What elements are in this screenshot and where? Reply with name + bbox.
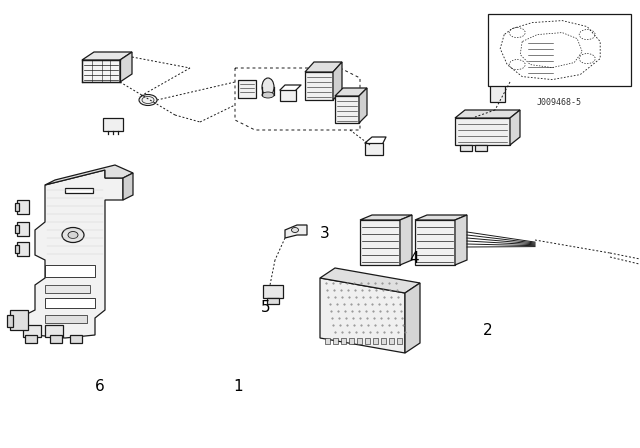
Polygon shape (490, 17, 510, 22)
Ellipse shape (62, 228, 84, 242)
Bar (10, 310, 28, 330)
Bar (17, 242, 29, 256)
Polygon shape (82, 52, 132, 60)
Polygon shape (400, 215, 412, 265)
Bar (45, 298, 95, 308)
Ellipse shape (68, 232, 78, 238)
Bar (50, 335, 62, 343)
Bar (381, 338, 386, 344)
Bar (15, 203, 19, 211)
Polygon shape (82, 60, 120, 82)
Polygon shape (455, 118, 510, 145)
Bar (45, 265, 95, 277)
Polygon shape (285, 225, 307, 238)
Text: 3: 3 (320, 226, 330, 241)
Polygon shape (525, 27, 566, 37)
Bar (25, 335, 37, 343)
Bar (65, 188, 93, 193)
Text: 6: 6 (95, 379, 104, 393)
Bar (45, 325, 63, 337)
Bar (17, 200, 29, 214)
Ellipse shape (262, 78, 274, 96)
Polygon shape (415, 215, 467, 220)
Text: 4: 4 (410, 251, 419, 266)
Polygon shape (510, 110, 520, 145)
Bar (397, 338, 402, 344)
Bar (365, 143, 383, 155)
Bar (475, 145, 487, 151)
Polygon shape (415, 220, 455, 265)
Polygon shape (359, 88, 367, 123)
Bar (341, 338, 346, 344)
Bar (17, 222, 29, 236)
Ellipse shape (291, 228, 298, 233)
Bar (333, 338, 338, 344)
Polygon shape (455, 215, 467, 265)
Polygon shape (333, 62, 342, 100)
Polygon shape (320, 268, 420, 293)
Text: 1: 1 (234, 379, 243, 393)
Bar (349, 338, 354, 344)
Polygon shape (490, 22, 505, 102)
Bar (15, 245, 19, 253)
Text: J009468-5: J009468-5 (537, 98, 582, 107)
Text: 2: 2 (483, 323, 493, 337)
Bar (23, 325, 41, 337)
Polygon shape (360, 215, 412, 220)
Polygon shape (335, 88, 367, 96)
Bar (280, 90, 296, 101)
Bar (7, 315, 13, 327)
Bar (389, 338, 394, 344)
Polygon shape (525, 37, 555, 77)
Polygon shape (335, 96, 359, 123)
Polygon shape (305, 62, 342, 72)
Ellipse shape (262, 92, 274, 98)
Bar (267, 298, 279, 304)
Polygon shape (360, 220, 400, 265)
Bar (373, 338, 378, 344)
Polygon shape (25, 170, 123, 338)
Polygon shape (555, 27, 566, 77)
Bar (45, 315, 87, 323)
Bar (103, 118, 123, 131)
Polygon shape (405, 283, 420, 353)
Bar (70, 335, 82, 343)
Polygon shape (123, 173, 133, 200)
Bar (488, 14, 631, 86)
Bar (45, 285, 90, 293)
Ellipse shape (139, 95, 157, 105)
Bar (263, 285, 283, 298)
Polygon shape (238, 80, 256, 98)
Polygon shape (120, 52, 132, 82)
Polygon shape (305, 72, 333, 100)
Bar (357, 338, 362, 344)
Ellipse shape (553, 50, 563, 64)
Bar (325, 338, 330, 344)
Polygon shape (320, 278, 405, 353)
Bar (460, 145, 472, 151)
Text: 5: 5 (261, 300, 271, 315)
Polygon shape (45, 165, 133, 185)
Polygon shape (455, 110, 520, 118)
Bar (15, 225, 19, 233)
Bar (365, 338, 370, 344)
Polygon shape (505, 27, 530, 42)
